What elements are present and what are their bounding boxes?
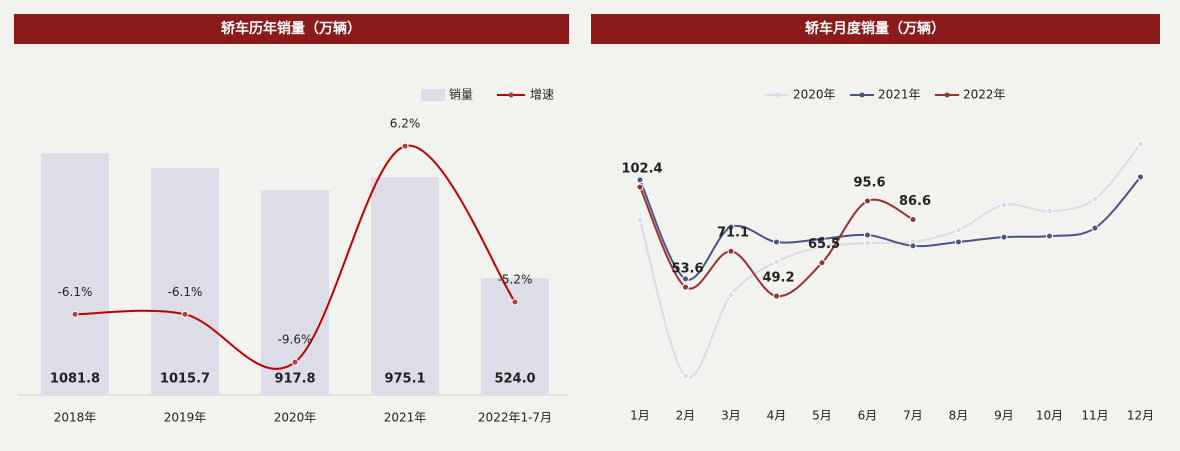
point [864,239,871,247]
legend-label: 2020年 [793,88,836,102]
chart-title: 轿车历年销量（万辆） [221,20,361,37]
x-tick-label: 7月 [903,409,923,423]
point [1091,224,1099,232]
data-label: 65.5 [808,237,840,252]
point [773,238,780,246]
point [727,291,735,299]
data-label: 102.4 [621,162,662,177]
bar-label: 975.1 [384,372,425,387]
x-tick-label: 5月 [812,409,832,423]
chart-title: 轿车月度销量（万辆） [805,20,945,37]
x-tick-label: 6月 [858,409,878,423]
point [1046,207,1053,215]
x-tick-label: 2022年1-7月 [478,411,552,425]
legend-label: 2021年 [878,88,921,102]
x-tick-label: 11月 [1081,409,1108,423]
x-tick-label: 8月 [949,409,969,423]
data-label: 71.1 [717,226,749,241]
point [727,247,735,255]
x-tick-label: 2月 [676,409,696,423]
bar [481,277,549,395]
point [636,183,644,191]
bar-label: 1081.8 [50,372,100,387]
point [818,243,826,251]
point [955,238,962,246]
data-label: 49.2 [762,271,794,286]
data-label: 6.2% [390,117,421,131]
data-label: 53.6 [671,262,703,277]
bar-label: 917.8 [274,372,315,387]
point [909,242,917,250]
point [1046,232,1053,240]
point [1137,173,1144,181]
point [818,235,826,243]
point [636,176,644,184]
point [71,310,79,318]
point [1000,233,1008,241]
growth-line [74,145,516,370]
point [511,298,519,306]
bar [41,153,109,395]
point [727,223,735,231]
data-label: 95.6 [853,176,885,191]
point [1137,140,1144,148]
point [401,142,409,150]
legend-label: 销量 [449,88,473,102]
data-label: -6.1% [168,285,203,299]
point [291,358,299,366]
x-tick-label: 2020年 [274,411,317,425]
point [773,292,780,300]
bar-label: 524.0 [494,372,535,387]
legend-label: 增速 [530,88,554,102]
legend-label: 2022年 [963,88,1006,102]
data-label: -6.1% [58,285,93,299]
legend-swatch [421,89,445,101]
x-tick-label: 2019年 [164,411,207,425]
x-tick-label: 10月 [1036,409,1063,423]
bar [371,177,439,395]
point [682,283,689,291]
point [955,226,962,234]
data-label: 86.6 [899,194,931,209]
point [682,275,689,283]
x-tick-label: 12月 [1127,409,1154,423]
point [909,215,917,223]
x-tick-label: 4月 [767,409,787,423]
x-tick-label: 1月 [630,409,650,423]
point [181,310,189,318]
legend-dot [944,92,950,98]
legend-dot [508,92,514,98]
x-tick-label: 3月 [721,409,741,423]
point [682,372,689,380]
point [864,231,871,239]
bar-label: 1015.7 [160,372,210,387]
title-bar [14,14,569,44]
legend-dot [774,92,780,98]
data-label: -5.2% [498,273,533,287]
legend-dot [859,92,865,98]
series-line [639,176,1142,281]
point [773,258,780,266]
point [818,259,826,267]
point [636,216,644,224]
title-bar [591,14,1160,44]
bar [151,168,219,395]
point [1091,195,1099,203]
x-tick-label: 9月 [994,409,1014,423]
x-tick-label: 2018年 [54,411,97,425]
point [864,197,871,205]
point [1000,201,1008,209]
data-label: -9.6% [278,333,313,347]
x-tick-label: 2021年 [384,411,427,425]
